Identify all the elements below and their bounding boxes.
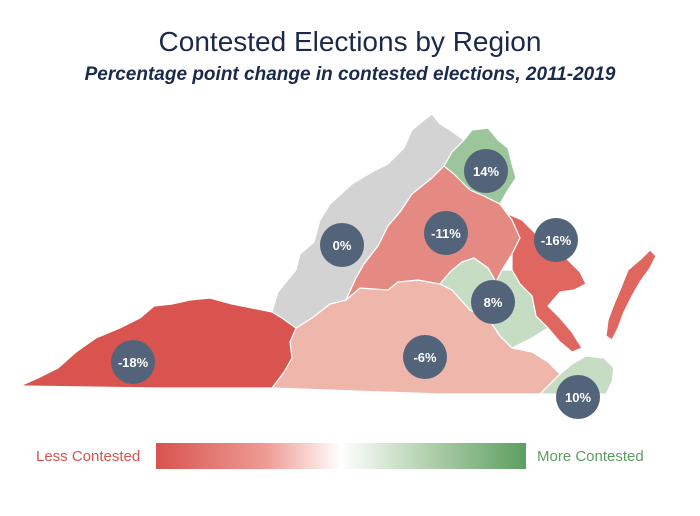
badge-value-label: -11% [431, 226, 461, 241]
legend-high-label: More Contested [537, 448, 644, 465]
badge-hampton-roads: 10% [556, 375, 600, 419]
region-southwest[interactable] [19, 297, 297, 389]
badge-circle [471, 280, 515, 324]
badge-value-label: -16% [541, 233, 572, 248]
badge-circle [424, 211, 468, 255]
map-subtitle: Percentage point change in contested ele… [84, 64, 616, 85]
badge-shenandoah: 0% [320, 223, 364, 267]
badge-northern: 14% [464, 149, 508, 193]
badge-central: -11% [424, 211, 468, 255]
badge-circle [464, 149, 508, 193]
badge-northern-neck: -16% [534, 218, 578, 262]
map-title: Contested Elections by Region [158, 26, 542, 57]
badge-southside: -6% [403, 335, 447, 379]
badge-circle [403, 335, 447, 379]
badge-circle [320, 223, 364, 267]
region-eastern-shore[interactable] [605, 249, 657, 341]
badge-circle [111, 340, 155, 384]
legend-low-label: Less Contested [36, 448, 141, 465]
badge-southwest: -18% [111, 340, 155, 384]
region-value-badges: -18% 0% -11% 14% -16% 8% -6% 10% [111, 149, 600, 419]
badge-value-label: -6% [413, 350, 437, 365]
badge-value-label: 8% [484, 295, 503, 310]
badge-circle [534, 218, 578, 262]
legend-color-scale [156, 443, 526, 469]
badge-circle [556, 375, 600, 419]
badge-richmond: 8% [471, 280, 515, 324]
badge-value-label: 10% [565, 390, 591, 405]
badge-value-label: 14% [473, 164, 499, 179]
badge-value-label: -18% [118, 355, 149, 370]
badge-value-label: 0% [333, 238, 352, 253]
